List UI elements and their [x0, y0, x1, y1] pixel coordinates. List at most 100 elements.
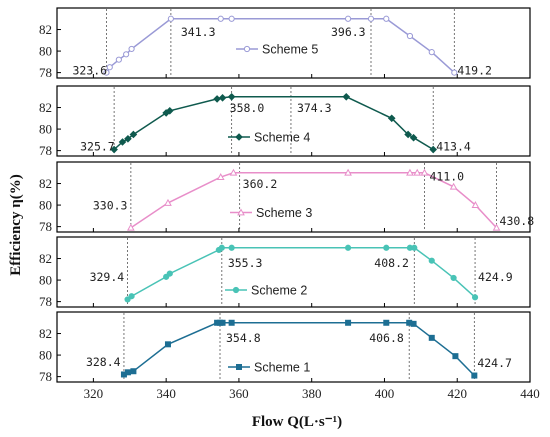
data-point: [130, 368, 137, 375]
x-axis-title: Flow Q(L·s⁻¹): [252, 414, 342, 430]
y-tick-label: 80: [39, 348, 52, 363]
data-point: [452, 353, 459, 360]
value-annotation: 323.6: [72, 64, 107, 78]
data-point: [228, 15, 235, 22]
data-point: [228, 319, 235, 326]
y-tick-label: 78: [39, 219, 52, 234]
data-point: [218, 94, 227, 102]
x-tick-label: 320: [84, 386, 104, 401]
value-annotation: 341.3: [181, 25, 216, 39]
legend: Scheme 4: [228, 131, 310, 145]
value-annotation: 408.2: [374, 256, 409, 270]
panel-frame: [56, 85, 531, 157]
value-annotation: 424.9: [478, 270, 513, 284]
legend: Scheme 5: [236, 43, 318, 57]
y-tick-label: 80: [39, 44, 52, 59]
value-annotation: 413.4: [436, 140, 471, 154]
data-point: [387, 114, 396, 123]
data-point: [410, 320, 417, 327]
value-annotation: 325.7: [80, 140, 115, 154]
panel-frame: [56, 236, 531, 308]
value-annotation: 358.0: [230, 101, 265, 115]
legend: Scheme 1: [228, 361, 310, 375]
data-point: [106, 64, 113, 71]
y-axis-title: Efficiency η(%): [8, 174, 24, 275]
value-annotation: 329.4: [90, 270, 125, 284]
data-point: [213, 95, 221, 103]
panel-4: 78 80 82 329.4 355.3 408.2 424.9 Scheme 2: [39, 236, 531, 309]
data-point: [345, 319, 352, 326]
value-annotation: 354.8: [226, 331, 261, 345]
value-annotation: 419.2: [457, 64, 492, 78]
data-point: [229, 168, 238, 176]
y-tick-label: 82: [39, 22, 52, 37]
panel-frame: [56, 311, 531, 383]
x-tick-label: 340: [156, 386, 176, 401]
data-point: [471, 201, 480, 208]
legend: Scheme 3: [230, 206, 312, 220]
data-point: [217, 15, 224, 22]
data-point: [344, 15, 352, 22]
data-point: [342, 92, 351, 101]
data-point: [227, 92, 236, 101]
data-point: [127, 223, 135, 231]
y-tick-label: 80: [39, 198, 52, 213]
x-tick-label: 420: [447, 386, 467, 401]
panel-1: 78 80 82 323.6 341.3 396.3 419.2 Scheme 5: [39, 7, 531, 80]
data-point: [367, 15, 375, 22]
data-point: [449, 182, 458, 190]
data-point: [428, 49, 435, 56]
data-point: [216, 173, 225, 180]
data-point: [411, 244, 418, 251]
value-annotation: 328.4: [86, 355, 121, 369]
data-point: [129, 130, 138, 139]
data-point: [413, 168, 422, 176]
data-point: [167, 15, 174, 22]
data-point: [383, 244, 390, 251]
legend-label: Scheme 3: [256, 206, 312, 220]
data-point: [428, 257, 435, 264]
y-tick-label: 82: [39, 100, 52, 115]
value-annotation: 424.7: [477, 356, 512, 370]
legend-label: Scheme 5: [262, 43, 318, 57]
x-tick-label: 360: [229, 386, 249, 401]
data-point: [420, 168, 429, 176]
legend-marker: [235, 133, 243, 141]
legend: Scheme 2: [225, 284, 307, 298]
legend-marker: [237, 208, 245, 216]
panel-2: 78 80 82 325.7 358.0 374.3 413.4 Scheme 4: [39, 85, 531, 158]
value-annotation: 411.0: [429, 170, 464, 184]
y-tick-label: 80: [39, 273, 52, 288]
value-annotation: 374.3: [297, 101, 332, 115]
data-point: [406, 32, 414, 40]
data-point: [103, 69, 110, 76]
x-axis: 320 340 360 380 400 420 440: [84, 386, 540, 401]
y-tick-label: 82: [39, 326, 52, 341]
data-point: [110, 145, 118, 154]
y-tick-label: 78: [39, 369, 52, 384]
data-point: [406, 168, 414, 176]
data-point: [128, 45, 135, 53]
x-tick-label: 400: [375, 386, 395, 401]
panel-5: 78 80 82 328.4 354.8 406.8 424.7 Scheme 1: [39, 311, 531, 384]
data-point: [409, 133, 418, 142]
data-point: [124, 134, 132, 143]
value-annotation: 355.3: [228, 256, 263, 270]
data-point: [429, 145, 438, 154]
value-annotation: 330.3: [93, 199, 128, 213]
data-point: [428, 334, 435, 341]
data-point: [165, 106, 174, 115]
y-tick-label: 82: [39, 251, 52, 266]
data-point: [123, 51, 130, 58]
value-annotation: 396.3: [331, 25, 366, 39]
data-point: [383, 15, 390, 22]
data-point: [118, 138, 127, 146]
data-point: [228, 244, 235, 251]
legend-label: Scheme 1: [254, 361, 310, 375]
data-point: [218, 244, 225, 251]
panel-3: 78 80 82 330.3 360.2 411.0 430.8 Scheme 3: [39, 161, 534, 234]
y-tick-label: 78: [39, 143, 52, 158]
data-point: [450, 274, 457, 282]
legend-marker: [236, 364, 242, 370]
data-point: [492, 223, 501, 231]
